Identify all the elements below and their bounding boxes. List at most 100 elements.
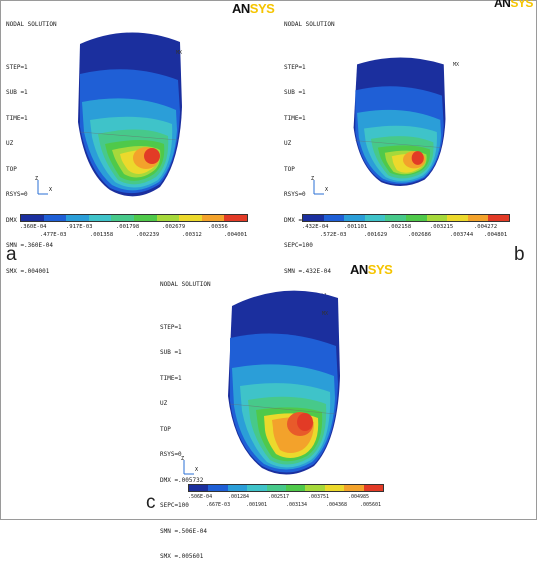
info-line: SMN =.432E-04 [284, 267, 331, 275]
info-line: TOP [6, 165, 17, 173]
info-line: SMX =.004001 [6, 267, 50, 275]
legend-labels-top: .506E-04 .001284 .002517 .003751 .004985 [188, 494, 384, 502]
logo-sys: SYS [249, 1, 275, 16]
info-line: SUB =1 [284, 89, 306, 96]
info-line: UZ [6, 140, 14, 147]
logo-an: AN [494, 0, 511, 10]
info-line: NODAL SOLUTION [160, 281, 211, 288]
legend-tick: .002679 [162, 224, 186, 230]
legend-band [201, 215, 225, 221]
info-line: UZ [160, 400, 168, 407]
legend-tick: .432E-04 [302, 224, 329, 230]
legend-tick: .001284 [228, 494, 250, 500]
legend-tick: .001101 [344, 224, 368, 230]
legend-band [344, 485, 364, 491]
legend-band [156, 215, 180, 221]
fem-model-c [228, 290, 340, 475]
legend-band [364, 215, 386, 221]
legend-labels-bottom: .667E-03 .001901 .003134 .004368 .005601 [188, 502, 384, 510]
legend-tick: .001358 [90, 232, 114, 238]
legend-tick: .00312 [182, 232, 202, 238]
logo-an: AN [232, 1, 250, 16]
info-line: UZ [284, 140, 292, 147]
info-line: SMX =.005601 [160, 553, 204, 560]
legend-band [447, 215, 468, 221]
legend-tick: .917E-03 [66, 224, 93, 230]
legend-tick: .667E-03 [206, 502, 231, 508]
info-line: RSYS=0 [284, 191, 306, 198]
info-line: TIME=1 [160, 374, 182, 382]
legend-band [286, 485, 306, 491]
svg-text:Z: Z [311, 176, 314, 182]
info-line: SUB =1 [160, 349, 182, 356]
info-line: SMN =.360E-04 [6, 242, 53, 249]
legend-band [208, 485, 228, 491]
logo-sys: SYS [367, 262, 393, 277]
logo-an: AN [350, 262, 368, 277]
svg-text:Z: Z [181, 456, 184, 462]
legend-band [467, 215, 489, 221]
panel-c-info: NODAL SOLUTION STEP=1 SUB =1 TIME=1 UZ T… [160, 264, 211, 579]
legend-labels-top: .360E-04 .917E-03 .001798 .002679 .00356 [20, 224, 248, 232]
legend-tick: .00356 [208, 224, 228, 230]
info-line: DMX =.005732 [160, 476, 204, 484]
legend-tick: .003744 [450, 232, 474, 238]
legend-band [227, 485, 248, 491]
info-line: STEP=1 [160, 323, 182, 331]
panel-label: a [6, 244, 17, 265]
legend-band [305, 485, 325, 491]
legend-labels-top: .432E-04 .001101 .002158 .003215 .004272 [302, 224, 510, 232]
panel-label: c [146, 492, 156, 513]
info-line: RSYS=0 [160, 451, 182, 458]
info-line: TOP [160, 425, 171, 433]
legend-tick: .003215 [430, 224, 454, 230]
info-line: SEPC=100 [284, 242, 313, 249]
ansys-logo: ANSYS [232, 1, 275, 16]
legend-band [21, 215, 44, 221]
legend-tick: .004001 [224, 232, 248, 238]
svg-text:X: X [195, 467, 198, 473]
legend-band [133, 215, 157, 221]
logo-sys: SYS [510, 0, 533, 10]
legend-band [385, 215, 406, 221]
legend-band [405, 215, 427, 221]
info-line: RSYS=0 [6, 191, 28, 198]
legend-labels-bottom: .572E-03 .001629 .002686 .003744 .004801 [302, 232, 510, 240]
legend-band [179, 215, 202, 221]
legend-tick: .005601 [360, 502, 382, 508]
legend-tick: .002686 [408, 232, 432, 238]
svg-text:X: X [49, 187, 52, 193]
info-line: TIME=1 [6, 114, 28, 122]
legend-tick: .003134 [286, 502, 308, 508]
info-line: STEP=1 [284, 63, 306, 71]
panel-label: b [514, 244, 525, 265]
legend-band [43, 215, 67, 221]
legend-tick: .001901 [246, 502, 268, 508]
legend-tick: .003751 [308, 494, 330, 500]
info-line: NODAL SOLUTION [6, 21, 57, 28]
legend-band [247, 485, 267, 491]
svg-text:X: X [325, 187, 328, 193]
legend-band [266, 485, 287, 491]
legend-band [426, 215, 448, 221]
info-line: TOP [284, 165, 295, 173]
axis-triad-icon: X Z [35, 176, 52, 195]
legend-tick: .002239 [136, 232, 160, 238]
legend-band [189, 485, 209, 491]
contour-legend [188, 484, 384, 492]
info-line: SEPC=100 [160, 502, 189, 509]
info-line: STEP=1 [6, 63, 28, 71]
legend-labels-bottom: .477E-03 .001358 .002239 .00312 .004001 [20, 232, 248, 240]
legend-tick: .002517 [268, 494, 290, 500]
legend-tick: .506E-04 [188, 494, 213, 500]
ansys-logo: ANSYS [494, 0, 533, 10]
contour-legend [20, 214, 248, 222]
legend-tick: .004801 [484, 232, 508, 238]
max-marker: MX [176, 50, 183, 56]
legend-tick: .004985 [348, 494, 370, 500]
legend-tick: .004272 [474, 224, 498, 230]
panel-b-info: NODAL SOLUTION STEP=1 SUB =1 TIME=1 UZ T… [284, 4, 335, 319]
legend-band [66, 215, 89, 221]
legend-band [88, 215, 112, 221]
fem-model-b [353, 57, 446, 187]
